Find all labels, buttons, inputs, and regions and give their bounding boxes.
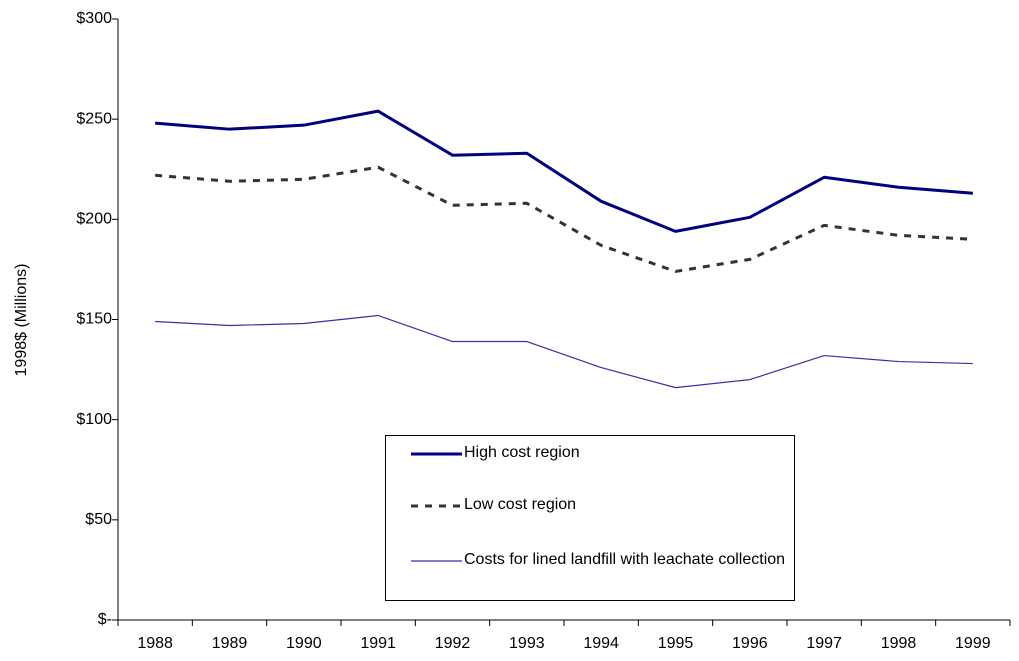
y-tick-label: $200 [76,211,112,228]
legend-label: High cost region [464,444,580,461]
x-tick-label: 1990 [286,635,322,652]
x-tick-label: 1992 [435,635,471,652]
legend-label: Costs for lined landfill with leachate c… [464,551,786,568]
x-tick-label: 1996 [732,635,768,652]
y-axis-label: 1998$ (Millions) [13,264,30,377]
x-tick-label: 1999 [955,635,991,652]
legend-swatch [411,452,462,456]
series-line [155,314,973,389]
series-line [155,109,973,233]
x-tick-label: 1995 [658,635,694,652]
legend-item: Low cost region [386,496,804,514]
y-tick-label: $100 [76,411,112,428]
y-tick-label: $50 [85,511,112,528]
x-tick-label: 1994 [583,635,619,652]
x-tick-label: 1993 [509,635,545,652]
legend-item: High cost region [386,444,804,462]
series-line [155,165,973,273]
y-tick-label: $250 [76,110,112,127]
y-tick-label: $150 [76,311,112,328]
x-tick-label: 1991 [360,635,396,652]
x-tick-label: 1997 [806,635,842,652]
legend-label: Low cost region [464,496,577,513]
y-tick-label: $300 [76,10,112,27]
x-tick-label: 1988 [137,635,173,652]
x-tick-label: 1998 [881,635,917,652]
y-tick-label: $- [98,611,112,628]
legend-swatch [411,560,462,562]
legend: High cost region Low cost region Costs for… [385,435,795,601]
x-tick-label: 1989 [212,635,248,652]
legend-item: Costs for lined landfill with leachate c… [386,551,804,569]
legend-swatch [411,504,462,508]
